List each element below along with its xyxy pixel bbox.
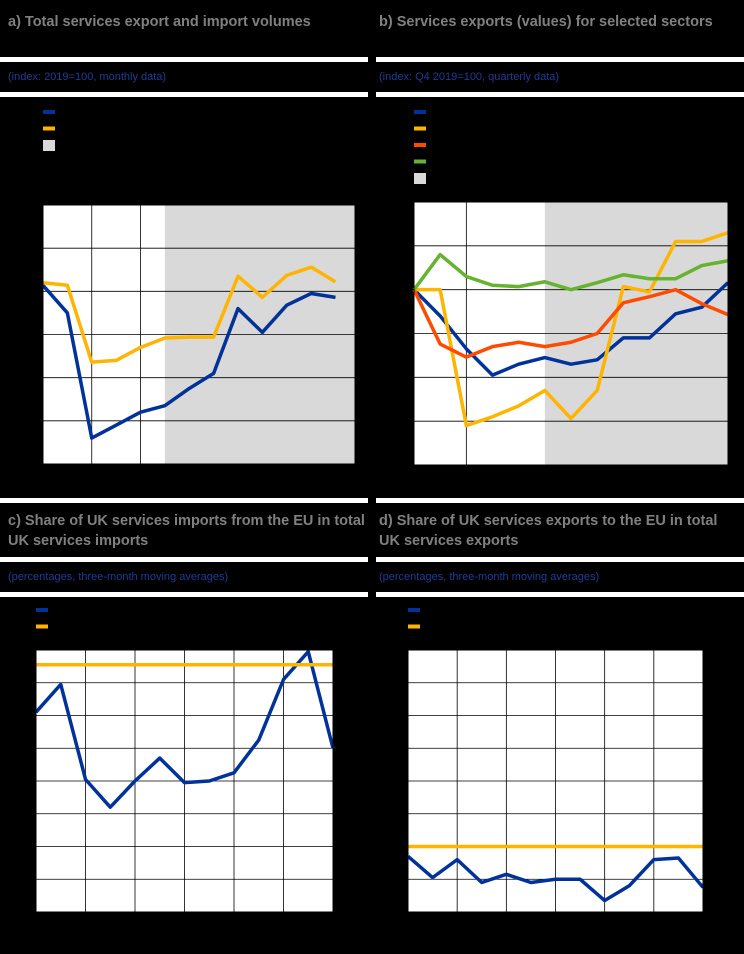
legend-swatch xyxy=(408,624,420,629)
chart-subtitle: (percentages, three-month moving average… xyxy=(8,571,229,583)
legend-swatch xyxy=(43,126,55,131)
legend-swatch xyxy=(414,143,426,147)
series-line xyxy=(412,287,729,359)
chart-subtitle: (percentages, three-month moving average… xyxy=(379,571,600,583)
rule xyxy=(0,557,368,562)
plot-border xyxy=(413,201,729,466)
chart-title: a) Total services export and import volu… xyxy=(8,14,311,30)
series-line xyxy=(412,281,730,377)
rule xyxy=(0,498,368,503)
legend-swatch xyxy=(408,608,420,612)
rule xyxy=(376,557,744,562)
legend-swatch xyxy=(43,140,55,151)
legend-swatch xyxy=(43,110,55,114)
legend-swatch xyxy=(414,110,426,114)
series-line xyxy=(414,231,729,428)
series-line xyxy=(34,649,335,809)
rule xyxy=(0,57,368,62)
legend-swatch xyxy=(414,126,426,131)
legend-swatch xyxy=(36,608,48,612)
series-line xyxy=(41,284,336,440)
series-line xyxy=(406,855,705,903)
rule xyxy=(376,57,744,62)
rule xyxy=(376,92,744,97)
legend-swatch xyxy=(36,624,48,629)
plot-border xyxy=(35,649,334,913)
rule xyxy=(0,92,368,97)
plot-border xyxy=(42,204,356,465)
legend-swatch xyxy=(414,159,426,164)
chart-title: b) Services exports (values) for selecte… xyxy=(379,14,713,30)
series-line xyxy=(412,252,729,292)
rule xyxy=(376,498,744,503)
chart-subtitle: (index: Q4 2019=100, quarterly data) xyxy=(379,71,560,83)
chart-subtitle: (index: 2019=100, monthly data) xyxy=(8,71,167,83)
rule xyxy=(0,592,368,597)
chart-title: d) Share of UK services exports to the E… xyxy=(379,513,718,549)
rule xyxy=(376,592,744,597)
legend-swatch xyxy=(414,173,426,184)
plot-border xyxy=(407,649,704,913)
series-line xyxy=(42,265,337,364)
chart-title: c) Share of UK services imports from the… xyxy=(8,513,365,549)
